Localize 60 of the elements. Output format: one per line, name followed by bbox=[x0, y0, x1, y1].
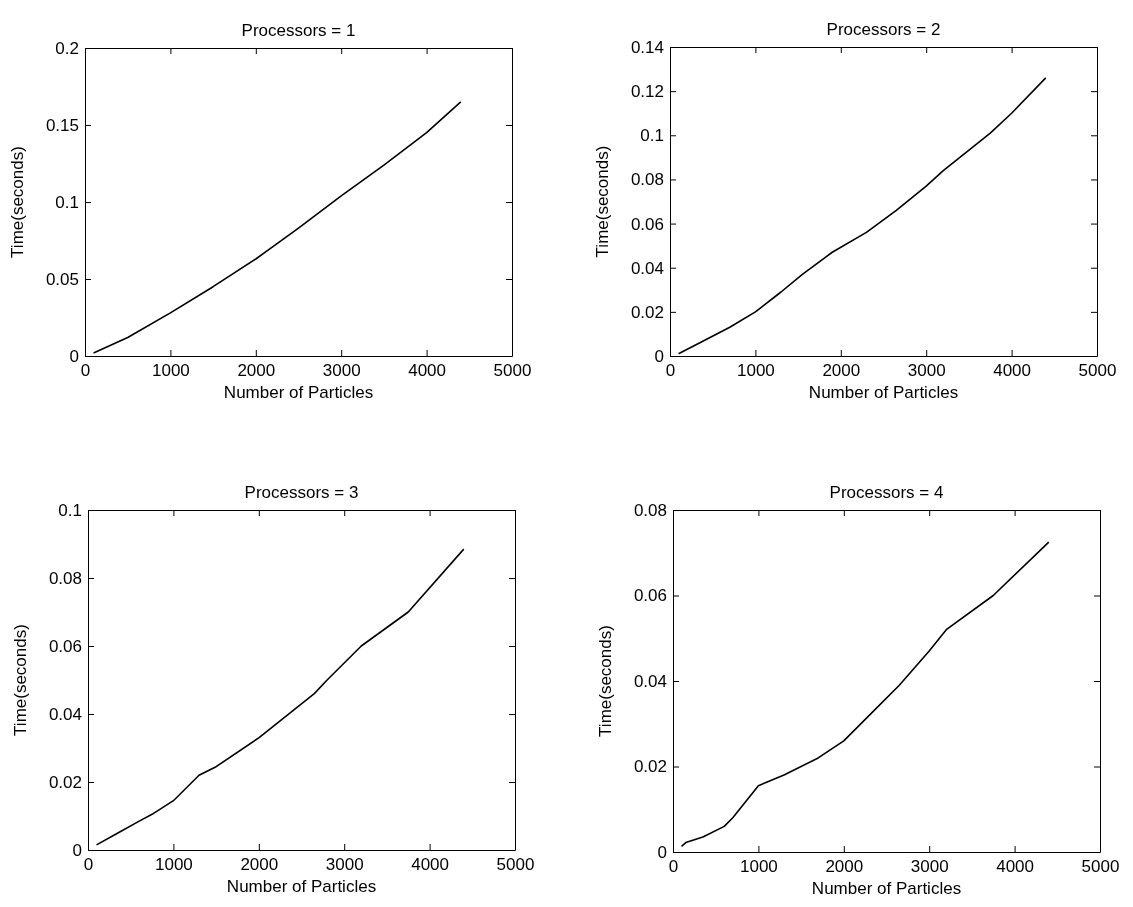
x-tick-label: 4000 bbox=[993, 361, 1032, 381]
y-axis-title: Time(seconds) bbox=[11, 624, 30, 736]
y-tick-label: 0 bbox=[72, 840, 82, 860]
x-tick-label: 5000 bbox=[496, 855, 535, 875]
y-tick-label: 0.1 bbox=[58, 500, 82, 520]
y-tick-label: 0 bbox=[654, 346, 664, 366]
y-tick-label: 0.04 bbox=[630, 258, 664, 278]
x-axis-title: Number of Particles bbox=[226, 877, 377, 896]
x-tick-label: 5000 bbox=[1078, 361, 1117, 381]
y-tick-label: 0.04 bbox=[48, 704, 82, 724]
y-axis-title: Time(seconds) bbox=[8, 146, 27, 258]
line-series bbox=[95, 548, 465, 846]
x-axis-title: Number of Particles bbox=[223, 383, 374, 402]
x-tick-label: 4000 bbox=[996, 857, 1035, 877]
x-tick-label: 4000 bbox=[408, 361, 447, 381]
y-tick-label: 0.06 bbox=[630, 214, 664, 234]
x-tick-label: 4000 bbox=[411, 855, 450, 875]
x-axis-title: Number of Particles bbox=[808, 383, 959, 402]
y-tick-label: 0.06 bbox=[633, 586, 667, 606]
x-tick-label: 5000 bbox=[493, 361, 532, 381]
y-tick-label: 0.02 bbox=[630, 302, 664, 322]
y-tick-label: 0.14 bbox=[630, 37, 664, 57]
x-tick-label: 1000 bbox=[154, 855, 193, 875]
y-tick-label: 0 bbox=[657, 842, 667, 862]
line-series bbox=[677, 77, 1047, 355]
x-tick-label: 2000 bbox=[822, 361, 861, 381]
chart-title: Processors = 2 bbox=[826, 20, 941, 39]
x-tick-label: 1000 bbox=[151, 361, 190, 381]
x-tick-label: 3000 bbox=[910, 857, 949, 877]
y-axis-title: Time(seconds) bbox=[593, 145, 612, 258]
y-tick-label: 0.05 bbox=[45, 269, 79, 289]
y-tick-label: 0.1 bbox=[55, 192, 79, 212]
y-tick-label: 0.08 bbox=[633, 500, 667, 520]
y-tick-label: 0.15 bbox=[45, 115, 79, 135]
y-axis-title: Time(seconds) bbox=[596, 625, 615, 737]
x-tick-label: 3000 bbox=[322, 361, 361, 381]
y-tick-label: 0.08 bbox=[630, 170, 664, 190]
x-axis-title: Number of Particles bbox=[811, 879, 962, 898]
y-tick-label: 0.08 bbox=[48, 568, 82, 588]
y-tick-label: 0.04 bbox=[633, 671, 667, 691]
chart-title: Processors = 4 bbox=[829, 483, 944, 502]
y-tick-label: 0.06 bbox=[48, 636, 82, 656]
x-tick-label: 2000 bbox=[240, 855, 279, 875]
y-tick-label: 0.2 bbox=[55, 38, 79, 58]
y-tick-label: 0 bbox=[69, 346, 79, 366]
line-series bbox=[680, 541, 1050, 848]
y-tick-label: 0.12 bbox=[630, 82, 664, 102]
y-tick-label: 0.02 bbox=[48, 772, 82, 792]
chart-title: Processors = 3 bbox=[244, 483, 359, 502]
x-tick-label: 3000 bbox=[325, 855, 364, 875]
y-tick-label: 0.1 bbox=[640, 126, 664, 146]
x-tick-label: 2000 bbox=[825, 857, 864, 877]
x-tick-label: 2000 bbox=[237, 361, 276, 381]
x-tick-label: 5000 bbox=[1081, 857, 1120, 877]
x-tick-label: 1000 bbox=[739, 857, 778, 877]
x-tick-label: 1000 bbox=[736, 361, 775, 381]
line-series bbox=[92, 101, 462, 354]
chart-title: Processors = 1 bbox=[241, 21, 356, 40]
y-tick-label: 0.02 bbox=[633, 757, 667, 777]
x-tick-label: 3000 bbox=[907, 361, 946, 381]
